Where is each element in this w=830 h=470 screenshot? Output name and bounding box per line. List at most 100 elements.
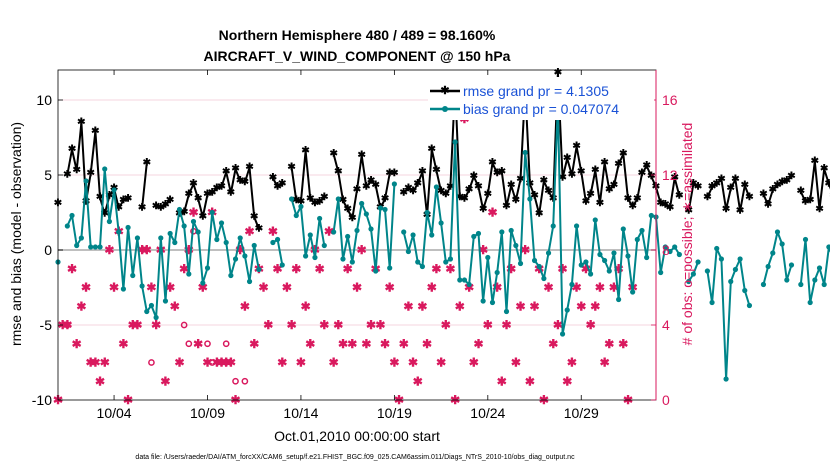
bias-point xyxy=(106,218,112,225)
rmse-point: ✱ xyxy=(217,182,226,193)
rmse-point: ✱ xyxy=(638,168,647,179)
obs-assimilated-point: ✱ xyxy=(427,281,437,295)
bias-point xyxy=(111,187,117,193)
rmse-point: ✱ xyxy=(619,149,628,160)
rmse-point: ✱ xyxy=(414,179,423,190)
bias-point xyxy=(583,259,589,265)
rmse-point: ✱ xyxy=(255,224,264,235)
rmse-series-line xyxy=(155,199,171,209)
bias-point xyxy=(704,268,710,274)
obs-assimilated-point: ✱ xyxy=(170,299,180,313)
bias-point xyxy=(802,236,809,243)
bias-point xyxy=(672,244,678,250)
bias-point xyxy=(457,277,463,283)
rmse-point: ✱ xyxy=(670,173,679,184)
obs-assimilated-point: ✱ xyxy=(515,299,525,313)
obs-assimilated-point: ✱ xyxy=(586,318,596,332)
bias-point xyxy=(125,224,131,231)
y-axis-label: rmse and bias (model - observation) xyxy=(8,122,24,346)
bias-point xyxy=(97,244,103,250)
bias-point xyxy=(723,376,729,382)
bias-point xyxy=(167,230,173,237)
bias-point xyxy=(251,242,257,249)
obs-possible-point xyxy=(208,359,216,366)
rmse-point: ✱ xyxy=(535,209,544,220)
obs-assimilated-point: ✱ xyxy=(441,318,451,332)
obs-assimilated-point: ✱ xyxy=(347,337,357,351)
obs-possible-point xyxy=(63,321,71,329)
bias-point xyxy=(307,232,313,238)
bias-point xyxy=(597,251,603,258)
rmse-point: ✱ xyxy=(320,192,329,203)
bias-point xyxy=(732,266,739,273)
bias-point xyxy=(611,250,617,256)
rmse-point: ✱ xyxy=(708,182,717,193)
bias-point xyxy=(214,236,220,243)
obs-assimilated-point: ✱ xyxy=(595,281,605,295)
obs-assimilated-point: ✱ xyxy=(520,243,530,257)
obs-assimilated-point: ✱ xyxy=(188,206,198,220)
obs-assimilated-point: ✱ xyxy=(436,356,446,370)
rmse-point: ✱ xyxy=(306,194,315,205)
bias-point xyxy=(415,259,421,265)
obs-possible-point xyxy=(185,340,193,348)
obs-assimilated-point: ✱ xyxy=(492,281,502,295)
obs-assimilated-point: ✱ xyxy=(431,262,441,276)
bias-point xyxy=(83,178,89,184)
bias-point xyxy=(630,289,636,295)
y-tick-label: 0 xyxy=(44,242,52,258)
obs-assimilated-point: ✱ xyxy=(319,318,329,332)
rmse-point: ✱ xyxy=(656,198,665,209)
rmse-point: ✱ xyxy=(605,185,614,196)
obs-assimilated-point: ✱ xyxy=(81,281,91,295)
bias-point xyxy=(223,239,229,246)
obs-assimilated-point: ✱ xyxy=(301,299,311,313)
bias-point xyxy=(499,229,505,235)
obs-assimilated-point: ✱ xyxy=(160,374,170,388)
bias-point xyxy=(303,253,309,259)
bias-point xyxy=(690,271,696,277)
rmse-point: ✱ xyxy=(371,180,380,191)
bias-point xyxy=(116,229,122,235)
bias-point xyxy=(648,212,654,219)
bias-point xyxy=(821,281,827,288)
bias-point xyxy=(779,241,785,247)
rmse-point: ✱ xyxy=(231,164,240,175)
x-axis-ticks: 10/04 10/09 10/14 10/19 10/24 10/29 xyxy=(97,70,599,421)
obs-assimilated-point: ✱ xyxy=(324,224,334,238)
bias-point xyxy=(88,244,94,250)
bias-point xyxy=(242,253,248,259)
rmse-point: ✱ xyxy=(647,171,656,182)
obs-assimilated-point: ✱ xyxy=(497,374,507,388)
rmse-point: ✱ xyxy=(91,126,100,137)
obs-possible-point xyxy=(148,359,155,366)
bias-point xyxy=(447,256,454,262)
rmse-point: ✱ xyxy=(614,159,623,170)
obs-assimilated-point: ✱ xyxy=(572,281,582,295)
bias-point xyxy=(401,229,407,235)
obs-assimilated-point: ✱ xyxy=(576,299,586,313)
obs-assimilated-point: ✱ xyxy=(67,262,77,276)
rmse-point: ✱ xyxy=(124,194,133,205)
bias-point xyxy=(807,299,813,306)
rmse-point: ✱ xyxy=(689,179,698,190)
bias-point xyxy=(237,235,243,241)
obs-assimilated-point: ✱ xyxy=(273,262,283,276)
bias-point xyxy=(293,212,299,219)
bias-point xyxy=(620,226,626,232)
obs-assimilated-point: ✱ xyxy=(184,243,194,257)
rmse-point: ✱ xyxy=(273,182,282,193)
bias-point xyxy=(382,206,388,213)
x-tick-label: 10/19 xyxy=(377,405,412,421)
rmse-point: ✱ xyxy=(357,150,366,161)
obs-assimilated-point: ✱ xyxy=(417,299,427,313)
bias-point xyxy=(573,223,580,229)
bias-point xyxy=(662,244,668,250)
obs-assimilated-point: ✱ xyxy=(104,243,114,257)
rmse-point: ✱ xyxy=(166,195,175,206)
bias-point xyxy=(69,212,75,219)
obs-assimilated-point: ✱ xyxy=(146,281,156,295)
bias-point xyxy=(531,257,538,264)
bias-point xyxy=(410,232,416,238)
rmse-point: ✱ xyxy=(367,176,376,187)
